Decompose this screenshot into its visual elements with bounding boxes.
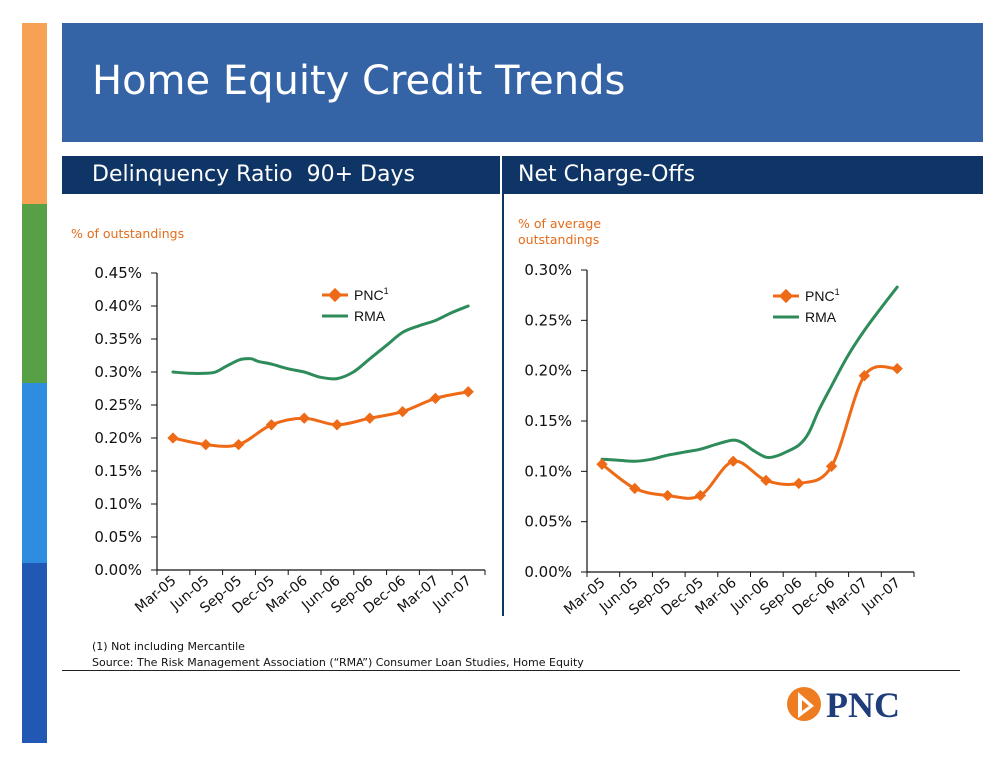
left-section-header: Delinquency Ratio 90+ Days bbox=[62, 156, 500, 194]
right-pnc-point bbox=[596, 458, 608, 470]
stripe-orange bbox=[22, 23, 47, 204]
pnc-logo-mark-icon bbox=[787, 687, 821, 721]
right-legend-rma-label: RMA bbox=[805, 309, 837, 325]
right-pnc-point bbox=[793, 477, 805, 490]
left-pnc-point bbox=[429, 392, 442, 405]
right-rma-line bbox=[600, 285, 899, 463]
left-pnc-point bbox=[232, 438, 245, 451]
left-pnc-point bbox=[331, 419, 343, 431]
left-y-tick-label: 0.45% bbox=[94, 264, 142, 282]
left-legend-pnc-marker bbox=[327, 287, 343, 303]
left-pnc-line bbox=[171, 390, 470, 448]
right-unit-label-line2: outstandings bbox=[518, 232, 600, 247]
left-pnc-point bbox=[364, 412, 376, 424]
right-legend-pnc-marker bbox=[778, 288, 794, 304]
right-pnc-point bbox=[727, 455, 739, 467]
right-pnc-point bbox=[858, 370, 871, 382]
right-pnc-point bbox=[891, 362, 903, 375]
left-rma-line bbox=[171, 304, 470, 381]
right-section-header: Net Charge-Offs bbox=[504, 156, 983, 194]
right-y-tick-label: 0.15% bbox=[524, 412, 572, 430]
right-chart: 0.00% 0.05% 0.10% 0.15% 0.20% 0.25% 0.30% Mar-0… bbox=[524, 261, 915, 619]
left-legend-pnc-label: PNC1 bbox=[354, 286, 389, 303]
left-section-header-label: Delinquency Ratio 90+ Days bbox=[92, 162, 415, 187]
right-y-tick-label: 0.20% bbox=[524, 362, 572, 380]
right-y-tick-label: 0.00% bbox=[524, 563, 572, 581]
right-y-tick-label: 0.10% bbox=[524, 462, 572, 480]
footer-rule bbox=[62, 670, 960, 671]
left-pnc-point bbox=[396, 405, 409, 418]
left-legend-rma-label: RMA bbox=[354, 308, 386, 324]
left-y-tick-label: 0.00% bbox=[94, 561, 142, 579]
left-y-tick-label: 0.15% bbox=[94, 462, 142, 480]
left-y-tick-label: 0.25% bbox=[94, 396, 142, 414]
left-pnc-point bbox=[167, 432, 179, 444]
left-y-tick-label: 0.05% bbox=[94, 528, 142, 546]
right-unit-label-line1: % of average bbox=[518, 216, 602, 231]
left-pnc-point bbox=[265, 419, 278, 431]
title-bar bbox=[62, 23, 983, 142]
left-y-tick-label: 0.40% bbox=[94, 297, 142, 315]
pnc-logo: PNC bbox=[784, 684, 934, 728]
right-legend-pnc-label: PNC1 bbox=[805, 287, 840, 304]
footnote-source: Source: The Risk Management Association … bbox=[92, 656, 584, 669]
footnote-mercantile: (1) Not including Mercantile bbox=[92, 640, 245, 653]
pnc-logo-graphic: PNC bbox=[787, 685, 900, 725]
left-y-tick-label: 0.30% bbox=[94, 363, 142, 381]
left-unit-label: % of outstandings bbox=[71, 226, 185, 241]
right-pnc-point bbox=[629, 482, 641, 495]
right-y-tick-label: 0.30% bbox=[524, 261, 572, 279]
left-y-tick-label: 0.35% bbox=[94, 330, 142, 348]
right-pnc-point bbox=[825, 460, 838, 472]
right-section-header-label: Net Charge-Offs bbox=[518, 162, 696, 187]
left-y-tick-label: 0.10% bbox=[94, 495, 142, 513]
left-pnc-point bbox=[298, 412, 310, 424]
slide-title: Home Equity Credit Trends bbox=[92, 58, 626, 104]
left-y-tick-label: 0.20% bbox=[94, 429, 142, 447]
left-pnc-point bbox=[462, 386, 474, 398]
panel-divider bbox=[502, 156, 504, 616]
right-pnc-line bbox=[600, 365, 899, 500]
stripe-light-blue bbox=[22, 383, 47, 563]
pnc-logo-wordmark: PNC bbox=[826, 685, 900, 724]
stripe-green bbox=[22, 204, 47, 383]
stripe-dark-blue bbox=[22, 563, 47, 743]
left-x-tick-label: Mar-05 bbox=[132, 573, 179, 616]
left-pnc-point bbox=[200, 438, 212, 451]
right-y-tick-label: 0.25% bbox=[524, 311, 572, 329]
right-pnc-point bbox=[694, 489, 707, 502]
left-chart: 0.00% 0.05% 0.10% 0.15% 0.20% 0.25% 0.30% 0.35%… bbox=[94, 264, 486, 617]
right-pnc-point bbox=[760, 474, 772, 487]
right-y-tick-label: 0.05% bbox=[524, 513, 572, 531]
right-pnc-point bbox=[661, 489, 674, 502]
right-x-tick-label: Mar-05 bbox=[561, 575, 608, 618]
